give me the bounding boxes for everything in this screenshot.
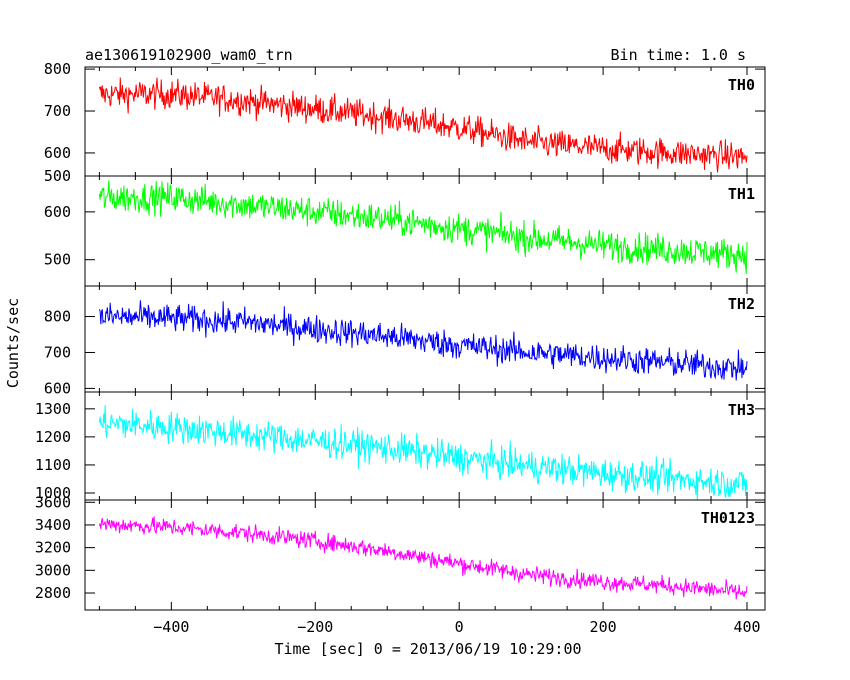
series-line-th2 — [98, 300, 748, 381]
y-tick-label: 3200 — [35, 539, 71, 557]
y-tick-label: 1200 — [35, 428, 71, 446]
series-line-th3 — [98, 404, 748, 500]
panel-th0: 600 700 800 500 TH0 — [44, 60, 766, 185]
x-tick-label: 200 — [590, 618, 617, 636]
chart-title: ae130619102900_wam0_trn — [85, 46, 293, 64]
y-tick-label: 3600 — [35, 493, 71, 511]
y-tick-label: 500 — [44, 167, 71, 185]
y-tick-label: 1100 — [35, 456, 71, 474]
y-tick-label: 1000 — [35, 484, 71, 502]
panel-label-th0123: TH0123 — [701, 509, 755, 527]
x-tick-label: 400 — [733, 618, 760, 636]
y-tick-label: 700 — [44, 343, 71, 361]
panel-frame — [84, 499, 766, 611]
y-axis-label: Counts/sec — [4, 298, 22, 388]
panel-label-th3: TH3 — [728, 401, 755, 419]
panel-th0123: 2800 3000 3200 3400 3600 TH0123 — [35, 493, 766, 611]
y-tick-label: 1300 — [35, 400, 71, 418]
panel-label-th2: TH2 — [728, 295, 755, 313]
panel-label-th1: TH1 — [728, 185, 755, 203]
y-tick-label: 3000 — [35, 561, 71, 579]
x-tick-label: 0 — [455, 618, 464, 636]
series-line-th0 — [98, 77, 748, 173]
y-tick-label: 500 — [44, 251, 71, 269]
y-tick-label: 800 — [44, 60, 71, 78]
y-tick-label: 800 — [44, 308, 71, 326]
y-tick-label: 600 — [44, 203, 71, 221]
series-line-th0123 — [98, 516, 748, 600]
x-tick-label: −400 — [153, 618, 189, 636]
panel-th2: 600 700 800 TH2 — [44, 285, 766, 397]
series-line-th1 — [98, 180, 748, 274]
x-axis-label: Time [sec] 0 = 2013/06/19 10:29:00 — [274, 640, 581, 658]
panel-th3: 1000 1100 1200 1300 TH3 — [35, 391, 766, 502]
y-tick-label: 2800 — [35, 584, 71, 602]
bin-time-label: Bin time: 1.0 s — [611, 46, 746, 64]
panel-label-th0: TH0 — [728, 76, 755, 94]
panel-th1: 500 600 TH1 — [44, 175, 766, 287]
y-tick-label: 600 — [44, 144, 71, 162]
panel-frame — [84, 391, 766, 501]
y-tick-label: 600 — [44, 379, 71, 397]
y-tick-label: 3400 — [35, 516, 71, 534]
x-tick-label: −200 — [297, 618, 333, 636]
y-tick-label: 700 — [44, 102, 71, 120]
panels-group: 600 700 800 500 TH0 500 600 TH1 600 700 800 TH2 1000… — [35, 60, 766, 636]
